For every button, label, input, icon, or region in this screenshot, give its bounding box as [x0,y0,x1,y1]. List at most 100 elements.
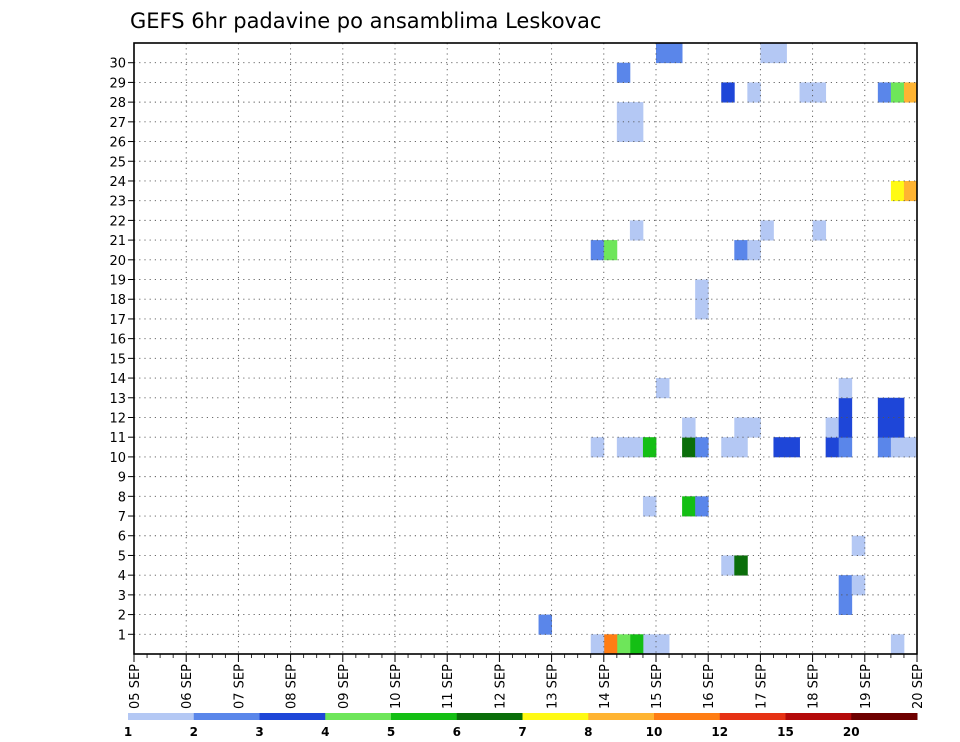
legend-label: 4 [321,725,329,739]
y-tick-label: 11 [109,431,126,446]
data-cell [629,634,644,655]
data-cell [669,43,683,64]
data-cell [603,240,618,261]
data-cell [734,437,748,458]
y-tick-label: 12 [109,411,126,426]
x-tick-label: 08 SEP [285,664,300,709]
data-cell [616,121,631,142]
data-cell [812,220,827,241]
data-cell [773,43,787,64]
legend-label: 5 [387,725,395,739]
x-tick-label: 17 SEP [754,664,769,709]
color-legend: 1 2 3 4 5 6 7 8 10 12 15 20 [124,713,918,739]
x-tick-label: 05 SEP [128,664,143,709]
x-axis: 05 SEP 06 SEP 07 SEP 08 SEP 09 SEP 10 SEP 11 S… [128,654,926,709]
data-cell [877,437,892,458]
data-cell [721,82,735,103]
legend-label: 20 [843,725,860,739]
y-tick-label: 9 [118,471,126,486]
data-cell [695,299,709,320]
x-tick-label: 11 SEP [441,664,456,709]
data-cell [629,102,644,123]
data-cell [616,102,631,123]
legend-swatch [325,713,392,720]
data-cell [890,397,905,418]
data-cell [642,634,657,655]
y-tick-label: 10 [109,451,126,466]
y-tick-label: 26 [109,136,126,151]
legend-label: 8 [584,725,592,739]
data-cell [838,594,853,615]
data-cell [851,535,866,556]
chart-title: GEFS 6hr padavine po ansamblima Leskovac [130,9,601,33]
grid-lines [134,43,917,654]
y-tick-label: 7 [118,510,126,525]
x-tick-label: 09 SEP [337,664,352,709]
y-tick-label: 25 [109,155,126,170]
data-cell [747,240,761,261]
data-cell [656,378,670,399]
data-cell [695,437,709,458]
legend-label: 2 [190,725,198,739]
legend-label: 12 [711,725,728,739]
x-tick-label: 18 SEP [807,664,822,709]
x-tick-label: 19 SEP [859,664,874,709]
y-tick-label: 22 [109,214,126,229]
y-tick-label: 16 [109,333,126,348]
x-tick-label: 07 SEP [232,664,247,709]
legend-swatch [588,713,655,720]
data-cell [877,82,892,103]
data-cell [877,397,892,418]
plot-frame [133,42,918,655]
data-cell [590,240,605,261]
data-cell [629,220,644,241]
data-cell [590,437,605,458]
data-cell [890,634,905,655]
data-cell [903,437,918,458]
data-cell [682,437,696,458]
x-tick-label: 13 SEP [546,664,561,709]
y-tick-label: 15 [109,352,126,367]
y-tick-label: 1 [118,628,126,643]
y-tick-label: 8 [118,490,126,505]
legend-label: 10 [646,725,663,739]
x-tick-label: 10 SEP [389,664,404,709]
y-tick-label: 19 [109,274,126,289]
legend-swatch [654,713,721,720]
data-cell [838,417,853,438]
data-cell [734,555,748,576]
data-cell [682,496,696,517]
legend-label: 1 [124,725,132,739]
y-tick-label: 23 [109,195,126,210]
y-tick-label: 28 [109,96,126,111]
data-cell [656,43,670,64]
y-tick-label: 24 [109,175,126,190]
data-cell [838,378,853,399]
x-tick-label: 12 SEP [493,664,508,709]
data-cell [629,437,644,458]
legend-label: 7 [518,725,526,739]
data-cell [616,62,631,83]
data-cell [721,437,735,458]
data-cell [903,82,918,103]
y-tick-label: 5 [118,549,126,564]
data-cell [695,279,709,300]
data-cell [603,634,618,655]
legend-label: 6 [453,725,461,739]
data-cell [721,555,735,576]
y-tick-label: 4 [118,569,126,584]
data-cell [799,82,813,103]
legend-label: 15 [777,725,794,739]
data-cell [825,437,840,458]
x-tick-label: 16 SEP [702,664,717,709]
legend-swatch [391,713,458,720]
x-tick-label: 15 SEP [650,664,665,709]
data-cell [786,437,800,458]
data-cell [695,496,709,517]
data-cell [682,417,696,438]
data-cell [747,82,761,103]
y-tick-label: 29 [109,76,126,91]
y-tick-label: 20 [109,254,126,269]
data-cell [616,437,631,458]
